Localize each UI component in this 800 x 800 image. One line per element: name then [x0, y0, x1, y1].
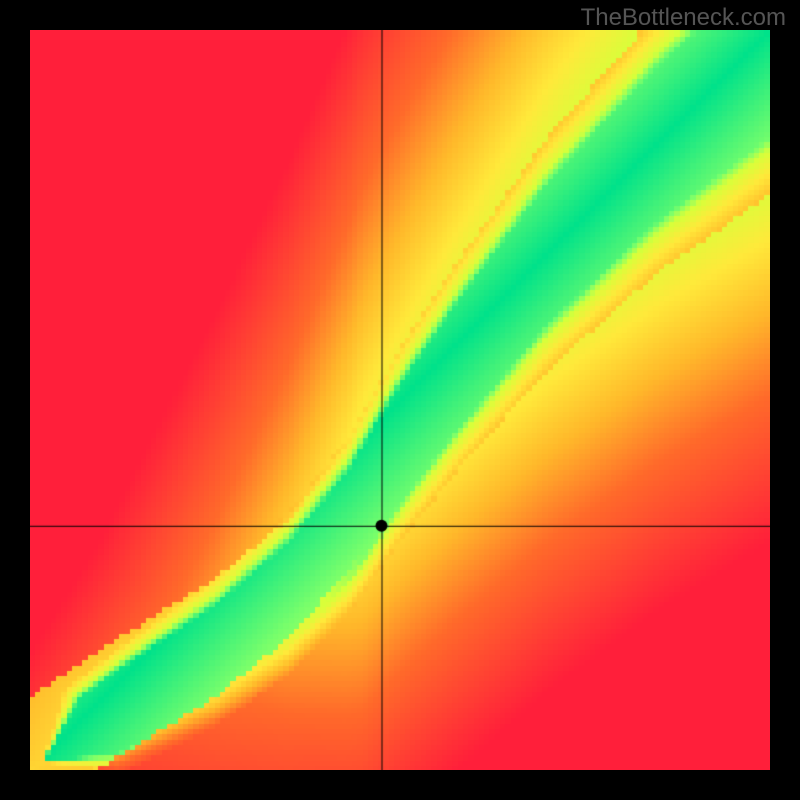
bottleneck-heatmap — [30, 30, 770, 770]
chart-container: TheBottleneck.com — [0, 0, 800, 800]
watermark-text: TheBottleneck.com — [581, 4, 786, 32]
